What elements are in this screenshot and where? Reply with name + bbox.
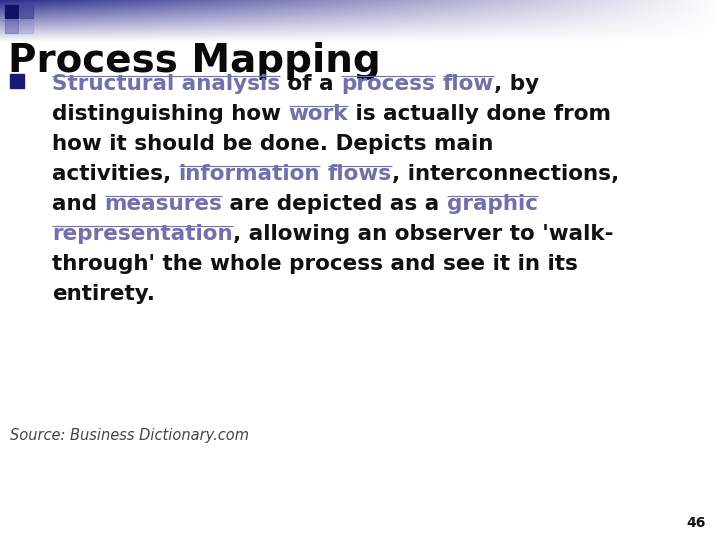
Text: Structural analysis: Structural analysis xyxy=(52,74,280,94)
Text: entirety.: entirety. xyxy=(52,284,155,304)
Bar xyxy=(20,20,33,33)
Text: of a: of a xyxy=(280,74,341,94)
Text: how it should be done. Depicts main: how it should be done. Depicts main xyxy=(52,134,493,154)
Text: , interconnections,: , interconnections, xyxy=(392,164,619,184)
Text: distinguishing how: distinguishing how xyxy=(52,104,289,124)
Text: and: and xyxy=(52,194,104,214)
Text: through' the whole process and see it in its: through' the whole process and see it in… xyxy=(52,254,578,274)
Text: activities,: activities, xyxy=(52,164,179,184)
Text: process: process xyxy=(341,74,435,94)
Text: flows: flows xyxy=(328,164,392,184)
Text: representation: representation xyxy=(52,224,233,244)
Text: are depicted as a: are depicted as a xyxy=(222,194,447,214)
Text: work: work xyxy=(289,104,348,124)
Text: information: information xyxy=(179,164,320,184)
Bar xyxy=(20,5,33,18)
Text: is actually done from: is actually done from xyxy=(348,104,611,124)
Text: Process Mapping: Process Mapping xyxy=(8,42,381,80)
Bar xyxy=(10,74,24,88)
Text: flow: flow xyxy=(443,74,494,94)
Text: 46: 46 xyxy=(687,516,706,530)
Text: graphic: graphic xyxy=(447,194,538,214)
Bar xyxy=(5,5,18,18)
Text: , allowing an observer to 'walk-: , allowing an observer to 'walk- xyxy=(233,224,613,244)
Text: Source: Business Dictionary.com: Source: Business Dictionary.com xyxy=(10,428,249,443)
Text: , by: , by xyxy=(494,74,539,94)
Text: measures: measures xyxy=(104,194,222,214)
Bar xyxy=(5,20,18,33)
